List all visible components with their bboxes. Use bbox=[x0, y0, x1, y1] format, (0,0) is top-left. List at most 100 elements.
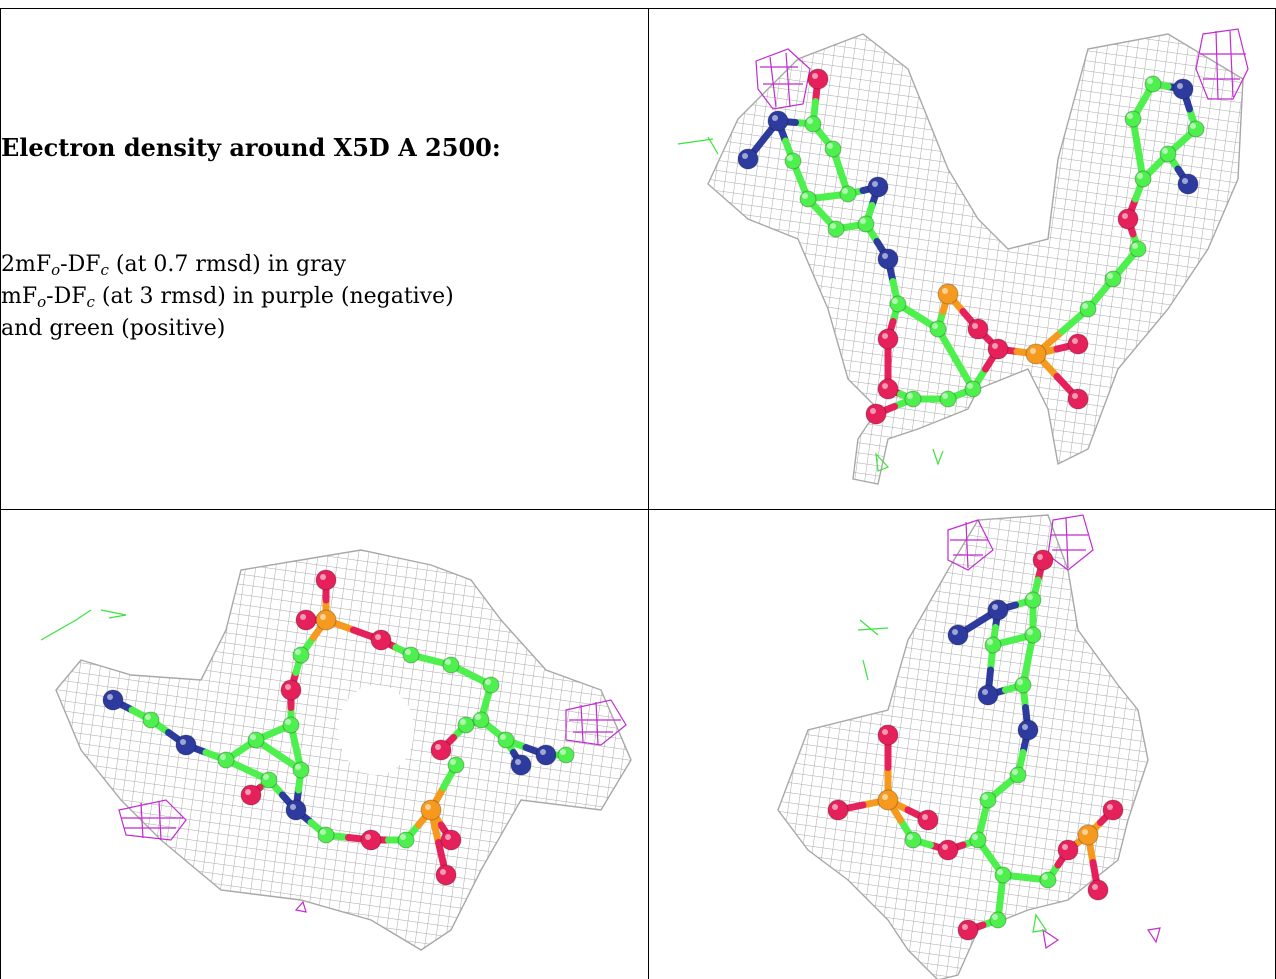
carbon-atom bbox=[939, 390, 957, 408]
atom-highlight bbox=[435, 744, 441, 750]
carbon-atom bbox=[969, 831, 987, 849]
atom-highlight bbox=[1137, 173, 1143, 179]
atom-highlight bbox=[1012, 769, 1018, 775]
atom-highlight bbox=[907, 393, 913, 399]
carbon-atom bbox=[1104, 270, 1122, 288]
oxygen-atom bbox=[917, 809, 939, 831]
carbon-atom bbox=[260, 771, 278, 789]
carbon-atom bbox=[1129, 240, 1147, 258]
carbon-atom bbox=[497, 731, 515, 749]
density-panel-view-2 bbox=[0, 509, 649, 979]
atom-highlight bbox=[787, 155, 793, 161]
oxygen-atom bbox=[1067, 333, 1089, 355]
nitrogen-atom bbox=[175, 734, 197, 756]
phosphorus-atom bbox=[315, 609, 337, 631]
atom-highlight bbox=[807, 118, 813, 124]
nitrogen-atom bbox=[535, 744, 557, 766]
atom-highlight bbox=[560, 749, 566, 755]
atom-highlight bbox=[365, 834, 371, 840]
negative-density-mesh bbox=[1047, 514, 1094, 571]
nitrogen-atom bbox=[977, 684, 999, 706]
carbon-atom bbox=[904, 831, 922, 849]
carbon-atom bbox=[1024, 626, 1042, 644]
oxygen-atom bbox=[877, 328, 899, 350]
atom-highlight bbox=[300, 614, 306, 620]
atom-highlight bbox=[1107, 804, 1113, 810]
nitrogen-atom bbox=[1177, 173, 1199, 195]
carbon-atom bbox=[784, 152, 802, 170]
atom-highlight bbox=[860, 218, 866, 224]
atom-highlight bbox=[982, 794, 988, 800]
carbon-atom bbox=[142, 711, 160, 729]
carbon-atom bbox=[292, 761, 310, 779]
oxygen-atom bbox=[957, 919, 979, 941]
carbon-atom bbox=[824, 140, 842, 158]
nitrogen-atom bbox=[1172, 78, 1194, 100]
atom-highlight bbox=[1132, 243, 1138, 249]
oxygen-atom bbox=[877, 724, 899, 746]
atom-highlight bbox=[962, 924, 968, 930]
atom-highlight bbox=[107, 694, 113, 700]
carbon-atom bbox=[964, 380, 982, 398]
carbon-atom bbox=[447, 756, 465, 774]
carbon-atom bbox=[799, 190, 817, 208]
atom-highlight bbox=[992, 343, 998, 349]
carbon-atom bbox=[457, 716, 475, 734]
atom-highlight bbox=[987, 639, 993, 645]
nitrogen-atom bbox=[737, 148, 759, 170]
carbon-atom bbox=[472, 711, 490, 729]
atom-highlight bbox=[952, 629, 958, 635]
atom-highlight bbox=[295, 764, 301, 770]
atom-highlight bbox=[992, 604, 998, 610]
nitrogen-atom bbox=[1017, 719, 1039, 741]
atom-highlight bbox=[1182, 178, 1188, 184]
gray-density-mesh bbox=[707, 33, 1244, 485]
nitrogen-atom bbox=[767, 110, 789, 132]
atom-highlight bbox=[445, 834, 451, 840]
phosphorus-atom bbox=[1077, 824, 1099, 846]
carbon-atom bbox=[979, 791, 997, 809]
carbon-atom bbox=[1134, 170, 1152, 188]
caption-title: Electron density around X5D A 2500: bbox=[1, 133, 501, 162]
atom-highlight bbox=[842, 188, 848, 194]
carbon-atom bbox=[984, 636, 1002, 654]
oxygen-atom bbox=[435, 864, 457, 886]
atom-highlight bbox=[1092, 884, 1098, 890]
atom-highlight bbox=[1127, 113, 1133, 119]
atom-highlight bbox=[882, 383, 888, 389]
atom-highlight bbox=[1042, 874, 1048, 880]
atom-highlight bbox=[220, 754, 226, 760]
atom-highlight bbox=[485, 679, 491, 685]
phosphorus-atom bbox=[1025, 343, 1047, 365]
atom-highlight bbox=[772, 115, 778, 121]
positive-density-mesh bbox=[677, 136, 944, 472]
atom-highlight bbox=[1062, 844, 1068, 850]
atom-highlight bbox=[932, 323, 938, 329]
carbon-atom bbox=[994, 866, 1012, 884]
negative-density-mesh bbox=[118, 799, 187, 841]
atom-highlight bbox=[1030, 348, 1036, 354]
atom-highlight bbox=[1072, 338, 1078, 344]
carbon-atom bbox=[1014, 676, 1032, 694]
oxygen-atom bbox=[937, 839, 959, 861]
atom-highlight bbox=[285, 684, 291, 690]
atom-highlight bbox=[320, 829, 326, 835]
legend-line-purple: mFo-DFc (at 3 rmsd) in purple (negative) bbox=[1, 284, 454, 311]
atom-highlight bbox=[832, 804, 838, 810]
molecule-model bbox=[827, 549, 1124, 941]
negative-density-mesh bbox=[755, 48, 811, 110]
atom-highlight bbox=[812, 73, 818, 79]
negative-density-mesh bbox=[1042, 927, 1161, 950]
nitrogen-atom bbox=[877, 248, 899, 270]
carbon-atom bbox=[889, 295, 907, 313]
nitrogen-atom bbox=[987, 599, 1009, 621]
oxygen-atom bbox=[987, 338, 1009, 360]
carbon-atom bbox=[1159, 145, 1177, 163]
carbon-atom bbox=[839, 185, 857, 203]
atom-highlight bbox=[942, 844, 948, 850]
nitrogen-atom bbox=[510, 754, 532, 776]
atom-highlight bbox=[1072, 393, 1078, 399]
phosphorus-atom bbox=[420, 799, 442, 821]
carbon-atom bbox=[804, 115, 822, 133]
positive-density-mesh bbox=[857, 619, 889, 681]
